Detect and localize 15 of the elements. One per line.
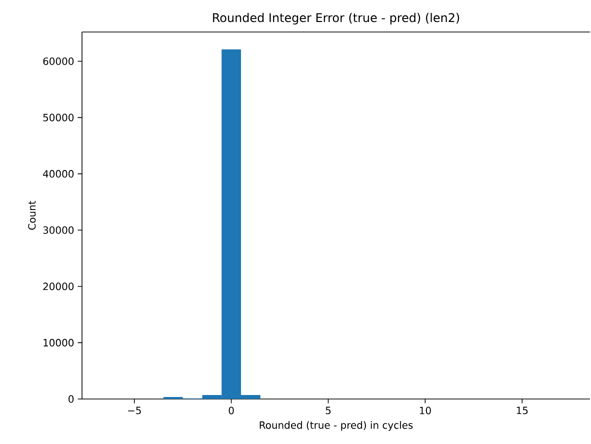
y-tick-label: 0 bbox=[68, 395, 74, 403]
y-axis-title: Count bbox=[28, 200, 36, 230]
y-tick-label: 10000 bbox=[44, 338, 74, 346]
y-tick-label: 60000 bbox=[43, 57, 74, 66]
x-tick-label: 10 bbox=[420, 406, 431, 414]
x-tick-label: 0 bbox=[228, 406, 234, 414]
x-axis-title: Rounded (true - pred) in cycles bbox=[260, 421, 413, 431]
chart-title: Rounded Integer Error (true - pred) (len2) bbox=[213, 12, 460, 24]
x-tick-label: −5 bbox=[128, 406, 141, 414]
y-tick-label: 50000 bbox=[43, 114, 74, 122]
x-tick-label: 15 bbox=[516, 406, 528, 414]
y-tick-label: 30000 bbox=[43, 226, 74, 234]
y-tick-label: 20000 bbox=[43, 282, 74, 290]
y-tick-label: 40000 bbox=[43, 170, 74, 178]
x-tick-label: 5 bbox=[326, 406, 331, 414]
